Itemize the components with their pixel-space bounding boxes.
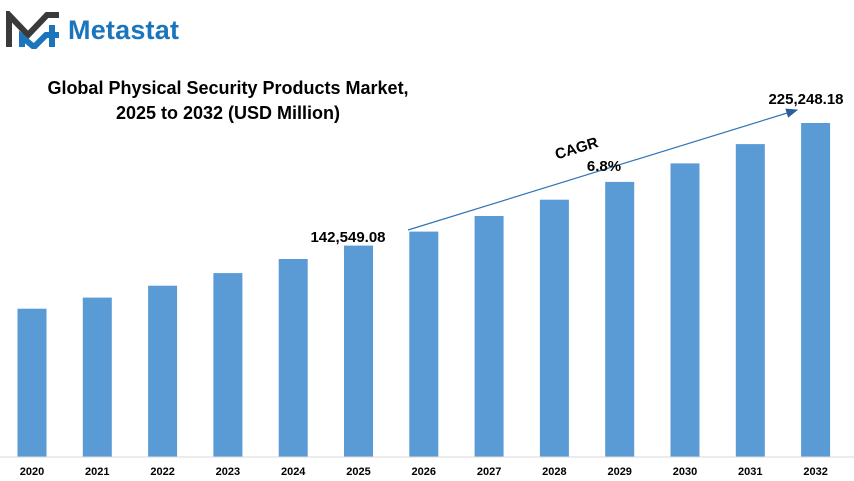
x-tick-label-2031: 2031: [738, 466, 762, 478]
x-tick-label-2027: 2027: [477, 466, 501, 478]
x-tick-label-2032: 2032: [803, 466, 827, 478]
bar-2032: [801, 123, 831, 457]
brand-name: Metastat: [68, 14, 180, 45]
chart-title: Global Physical Security Products Market…: [28, 76, 428, 126]
x-tick-label-2021: 2021: [85, 466, 109, 478]
bar-2030: [670, 163, 700, 457]
bar-2020: [17, 308, 47, 457]
metastat-m-logo-icon: [6, 11, 59, 49]
bars-group: [17, 123, 831, 457]
x-tick-label-2026: 2026: [412, 466, 436, 478]
bar-2026: [409, 231, 439, 457]
bar-2028: [539, 199, 569, 457]
x-tick-labels: 2020 2021 2022 2023 2024 2025 2026 2027 2028 2029…: [20, 466, 828, 478]
cagr-value: 6.8%: [587, 158, 621, 175]
x-tick-label-2029: 2029: [607, 466, 631, 478]
chart-title-line2: 2025 to 2032 (USD Million): [115, 103, 341, 123]
x-tick-label-2025: 2025: [346, 466, 370, 478]
bar-2027: [474, 216, 504, 457]
start-value-label: 142,549.08: [310, 229, 385, 246]
end-value-label: 225,248.18: [768, 91, 843, 108]
bar-2025: [344, 245, 373, 457]
bar-2021: [82, 297, 112, 457]
bar-2024: [278, 259, 308, 457]
x-tick-label-2023: 2023: [216, 466, 240, 478]
x-tick-label-2020: 2020: [20, 466, 44, 478]
x-tick-label-2028: 2028: [542, 466, 566, 478]
brand-logo: Metastat: [6, 10, 179, 50]
bar-2031: [735, 144, 765, 457]
cagr-trend-arrow: [407, 108, 799, 231]
bar-2023: [213, 273, 243, 457]
x-tick-label-2030: 2030: [673, 466, 697, 478]
bar-2029: [605, 181, 635, 457]
chart-title-line1: Global Physical Security Products Market…: [47, 78, 409, 98]
x-tick-label-2022: 2022: [150, 466, 174, 478]
x-tick-label-2024: 2024: [281, 466, 306, 478]
bar-2022: [148, 285, 178, 457]
